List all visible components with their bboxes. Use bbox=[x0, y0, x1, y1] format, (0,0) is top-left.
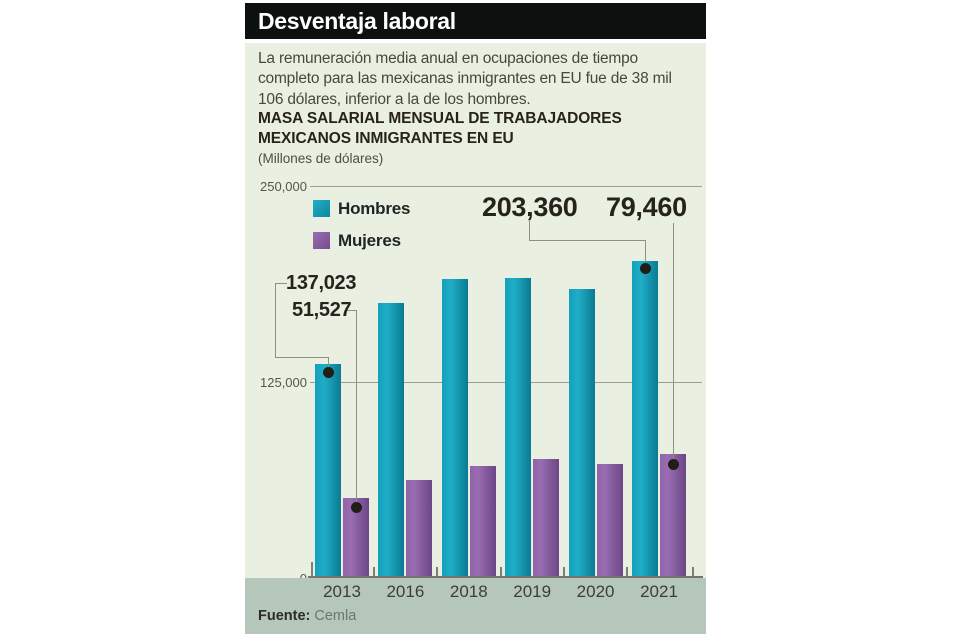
source-value: Cemla bbox=[314, 608, 357, 624]
data-point-dot-mujeres-2013 bbox=[351, 502, 362, 513]
chart-title-line: MEXICANOS INMIGRANTES EN EU bbox=[258, 130, 514, 148]
callout-line bbox=[275, 283, 287, 284]
x-axis-tick bbox=[310, 562, 313, 576]
bar-hombres-2019 bbox=[505, 277, 532, 578]
value-annotation-mujeres-2021: 79,460 bbox=[606, 192, 687, 222]
callout-line bbox=[645, 240, 646, 262]
callout-line bbox=[673, 223, 674, 461]
intro-line: 106 dólares, inferior a la de los hombre… bbox=[258, 90, 531, 108]
x-axis-baseline bbox=[308, 576, 703, 578]
intro-text: La remuneración media anual en ocupacion… bbox=[258, 49, 704, 110]
infographic-panel: Desventaja laboral La remuneración media… bbox=[245, 3, 706, 634]
data-point-dot-mujeres-2021 bbox=[668, 459, 679, 470]
x-tick-label-2021: 2021 bbox=[640, 582, 678, 601]
x-axis-tick bbox=[436, 567, 439, 576]
x-axis-tick bbox=[499, 567, 502, 576]
value-annotation-hombres-2021: 203,360 bbox=[482, 192, 578, 222]
page-title: Desventaja laboral bbox=[258, 7, 456, 34]
x-axis-tick bbox=[626, 567, 629, 576]
intro-line: La remuneración media anual en ocupacion… bbox=[258, 50, 638, 67]
x-tick-label-2016: 2016 bbox=[386, 582, 425, 601]
chart-area: La remuneración media anual en ocupacion… bbox=[245, 43, 706, 586]
source-label: Fuente: bbox=[258, 608, 311, 624]
bar-hombres-2018 bbox=[441, 278, 468, 578]
value-annotation-mujeres-2013: 51,527 bbox=[292, 299, 352, 321]
bar-mujeres-2016 bbox=[406, 479, 433, 578]
gridline-250000 bbox=[310, 186, 702, 187]
footer-bar: 2013 2016 2018 2019 2020 2021 Fuente: Cemla bbox=[245, 578, 706, 634]
legend-label-mujeres: Mujeres bbox=[338, 231, 401, 250]
bar-hombres-2013 bbox=[315, 364, 341, 578]
x-axis-tick bbox=[562, 567, 565, 576]
x-tick-label-2019: 2019 bbox=[513, 582, 552, 601]
legend-swatch-hombres bbox=[313, 200, 330, 217]
bar-mujeres-2018 bbox=[469, 465, 496, 578]
bar-hombres-2021 bbox=[632, 260, 658, 578]
chart-title-line: MASA SALARIAL MENSUAL DE TRABAJADORES bbox=[258, 110, 622, 127]
x-axis-tick bbox=[691, 567, 694, 576]
callout-line bbox=[275, 357, 329, 358]
callout-line bbox=[347, 310, 357, 311]
intro-line: completo para las mexicanas inmigrantes … bbox=[258, 70, 672, 88]
bar-mujeres-2020 bbox=[596, 464, 623, 578]
data-point-dot-hombres-2021 bbox=[640, 263, 651, 274]
bar-hombres-2020 bbox=[568, 288, 595, 578]
chart-title: MASA SALARIAL MENSUAL DE TRABAJADORES ME… bbox=[258, 109, 622, 149]
bar-hombres-2016 bbox=[378, 303, 405, 578]
callout-line bbox=[356, 310, 357, 505]
callout-line bbox=[529, 221, 530, 241]
callout-line bbox=[275, 283, 276, 358]
y-axis-label-250000: 250,000 bbox=[260, 179, 307, 194]
x-tick-label-2013: 2013 bbox=[323, 582, 361, 601]
chart-units-label: (Millones de dólares) bbox=[258, 151, 384, 166]
value-annotation-hombres-2013: 137,023 bbox=[286, 272, 357, 294]
data-point-dot-hombres-2013 bbox=[323, 367, 334, 378]
y-axis-label-125000: 125,000 bbox=[260, 375, 307, 390]
header-bar: Desventaja laboral bbox=[245, 3, 706, 39]
bar-mujeres-2019 bbox=[533, 459, 560, 578]
legend-label-hombres: Hombres bbox=[338, 199, 411, 218]
bar-mujeres-2021 bbox=[660, 454, 686, 578]
source-line: Fuente: Cemla bbox=[258, 608, 356, 624]
legend-swatch-mujeres bbox=[313, 232, 330, 249]
callout-line bbox=[529, 240, 646, 241]
x-axis-tick bbox=[372, 567, 375, 576]
callout-line bbox=[328, 357, 329, 369]
x-tick-label-2018: 2018 bbox=[449, 582, 488, 601]
x-tick-label-2020: 2020 bbox=[576, 582, 615, 601]
